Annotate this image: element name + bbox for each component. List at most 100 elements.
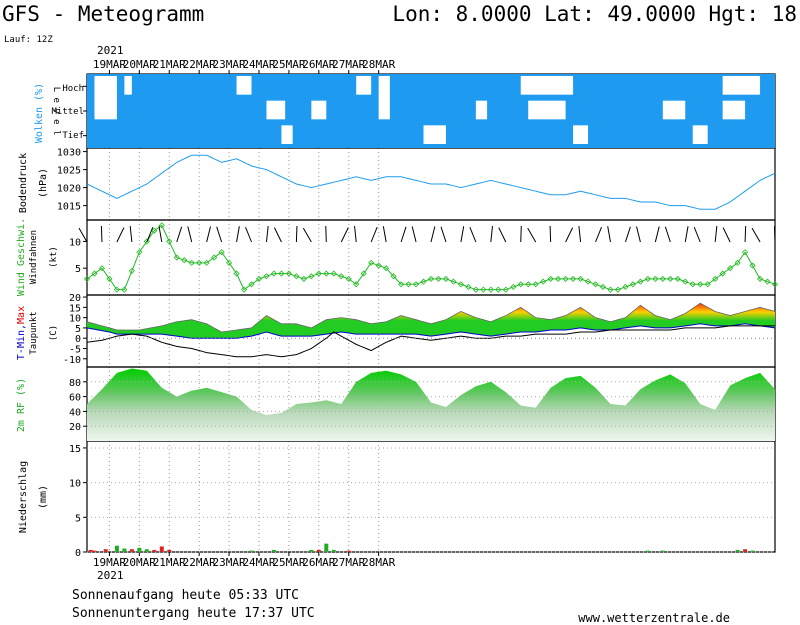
wind-marker — [547, 275, 554, 282]
wind-barb — [549, 225, 552, 243]
wind-barb — [520, 225, 522, 243]
page-title: GFS - Meteogramm — [2, 2, 204, 26]
wind-marker — [188, 259, 195, 266]
wind-marker — [375, 262, 382, 269]
wind-marker — [562, 275, 569, 282]
wind-marker — [734, 259, 741, 266]
wind-barb — [714, 226, 718, 243]
cloud-clear-patches — [83, 76, 761, 144]
temp-sub-label: Taupunkt — [29, 311, 39, 354]
wind-marker — [771, 281, 779, 288]
precip-bar — [137, 547, 142, 552]
y-tick-label: 20 — [69, 422, 81, 433]
wind-marker — [584, 278, 592, 285]
wind-barb — [382, 226, 387, 243]
date-label-bottom: 24MAR — [242, 556, 275, 569]
wind-barb — [411, 226, 417, 243]
cloud-clear-patch — [722, 76, 761, 95]
wind-barb — [325, 225, 327, 243]
wind-marker — [293, 273, 300, 280]
wind-marker — [98, 265, 106, 272]
wind-barb — [245, 226, 252, 243]
wind-barb — [265, 226, 269, 243]
precip-bar — [167, 549, 172, 552]
wind-marker — [532, 281, 539, 288]
precip-bar — [271, 549, 276, 552]
y-tick-label: 1015 — [57, 202, 81, 213]
wind-barb — [340, 227, 349, 243]
y-tick-label: 10 — [69, 479, 81, 490]
wind-barb — [176, 226, 183, 243]
date-axis-top: 19MAR20MAR21MAR22MAR23MAR24MAR25MAR26MAR… — [93, 58, 396, 71]
wind-marker — [592, 281, 599, 288]
pressure-chart — [86, 154, 776, 210]
wind-marker — [345, 275, 352, 282]
wind-marker — [233, 270, 240, 277]
tmax-label: Max — [16, 306, 27, 324]
wind-barb — [400, 226, 407, 243]
rh-axis-labels: 2m RF (%) — [16, 378, 27, 432]
wind-marker — [742, 249, 749, 256]
temp-unit: (C) — [49, 325, 59, 341]
wind-sub-label: Windfahnen — [29, 230, 39, 284]
wind-marker — [211, 254, 218, 261]
wind-marker — [457, 281, 464, 288]
wind-marker — [629, 281, 636, 288]
tmin-line — [86, 323, 776, 339]
wind-barb — [440, 226, 447, 243]
wind-marker — [607, 286, 614, 293]
wind-marker — [151, 227, 158, 234]
y-tick-label: 15 — [69, 303, 81, 314]
date-label-top: 26MAR — [302, 58, 335, 71]
y-tick-label: 40 — [69, 407, 81, 418]
wind-marker — [727, 265, 734, 272]
date-label-top: 27MAR — [332, 58, 365, 71]
date-label-bottom: 22MAR — [183, 556, 216, 569]
wind-barb — [216, 226, 223, 243]
date-label-bottom: 26MAR — [302, 556, 335, 569]
precip-bar — [735, 549, 740, 552]
wind-barb — [744, 225, 747, 243]
wind-barb — [527, 227, 537, 243]
cloud-clear-patch — [528, 100, 566, 120]
wind-marker — [323, 270, 330, 277]
wind-marker — [226, 259, 233, 266]
date-label-top: 20MAR — [123, 58, 156, 71]
wind-marker — [517, 281, 524, 288]
wind-marker — [308, 273, 315, 280]
wind-marker — [398, 281, 405, 288]
cloud-clear-patch — [356, 76, 372, 95]
wind-marker — [637, 278, 644, 285]
wind-marker — [525, 281, 532, 288]
wind-marker — [502, 286, 509, 293]
precip-bar — [316, 549, 321, 552]
precip-bar — [331, 549, 336, 552]
dewpoint-line — [86, 325, 775, 358]
sunset-text: Sonnenuntergang heute 17:37 UTC — [72, 606, 315, 621]
wind-barb — [460, 226, 465, 243]
y-tick-label: 15 — [69, 444, 81, 455]
y-tick-label: 1025 — [57, 166, 81, 177]
date-label-top: 19MAR — [93, 58, 126, 71]
wind-marker — [756, 275, 764, 282]
wind-marker — [682, 278, 689, 285]
cloud-clear-patch — [94, 76, 117, 120]
year-label-top: 2021 — [97, 44, 124, 57]
wind-marker — [360, 270, 367, 277]
precip-axis-labels: Niederschlag (mm) — [18, 461, 49, 533]
cloud-clear-patch — [662, 100, 686, 120]
rh-label: 2m RF (%) — [16, 378, 27, 432]
wind-barb — [664, 226, 671, 243]
y-tick-label: 80 — [69, 378, 81, 389]
precip-bar — [114, 545, 119, 552]
wind-barb — [116, 227, 125, 243]
wind-marker — [614, 286, 622, 293]
run-label: Lauf: 12Z — [4, 35, 53, 45]
wind-marker — [106, 275, 113, 282]
y-tick-label: 20 — [69, 293, 81, 304]
wind-marker — [435, 275, 442, 282]
wind-marker — [599, 283, 607, 291]
wind-barb — [302, 227, 312, 243]
level-word: L e v e l — [51, 87, 61, 136]
wind-marker — [465, 283, 472, 291]
